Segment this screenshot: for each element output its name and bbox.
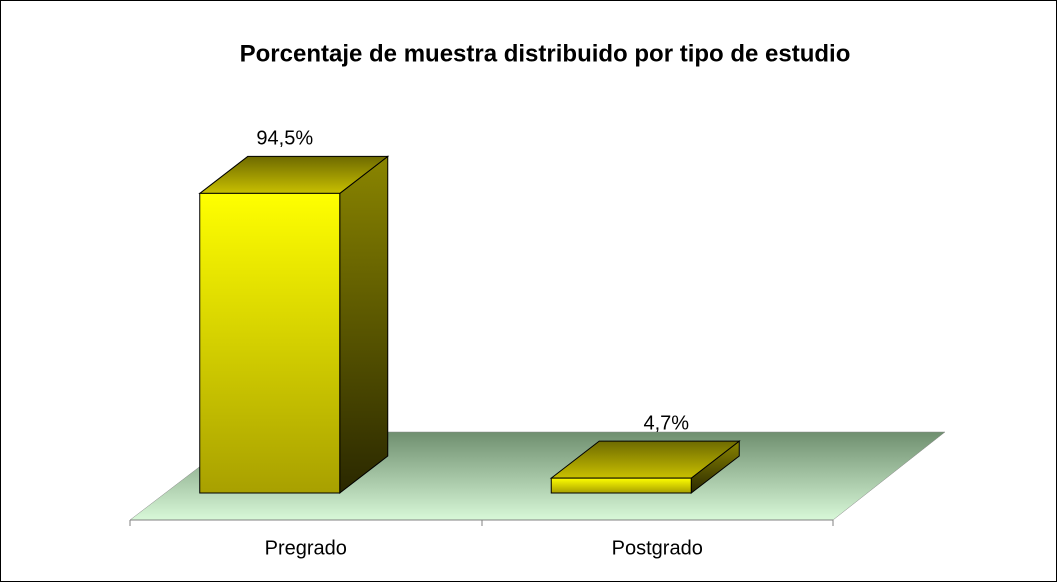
data-label: 4,7% — [643, 412, 689, 434]
bar-front — [550, 477, 692, 494]
bar — [549, 440, 741, 495]
bar-side — [339, 155, 389, 495]
chart-title: Porcentaje de muestra distribuido por ti… — [240, 40, 851, 67]
x-tick-label: Pregrado — [265, 537, 347, 559]
bar-front — [199, 192, 341, 494]
x-tick-label: Postgrado — [612, 537, 703, 559]
data-label: 94,5% — [256, 128, 313, 150]
bar — [198, 155, 390, 495]
